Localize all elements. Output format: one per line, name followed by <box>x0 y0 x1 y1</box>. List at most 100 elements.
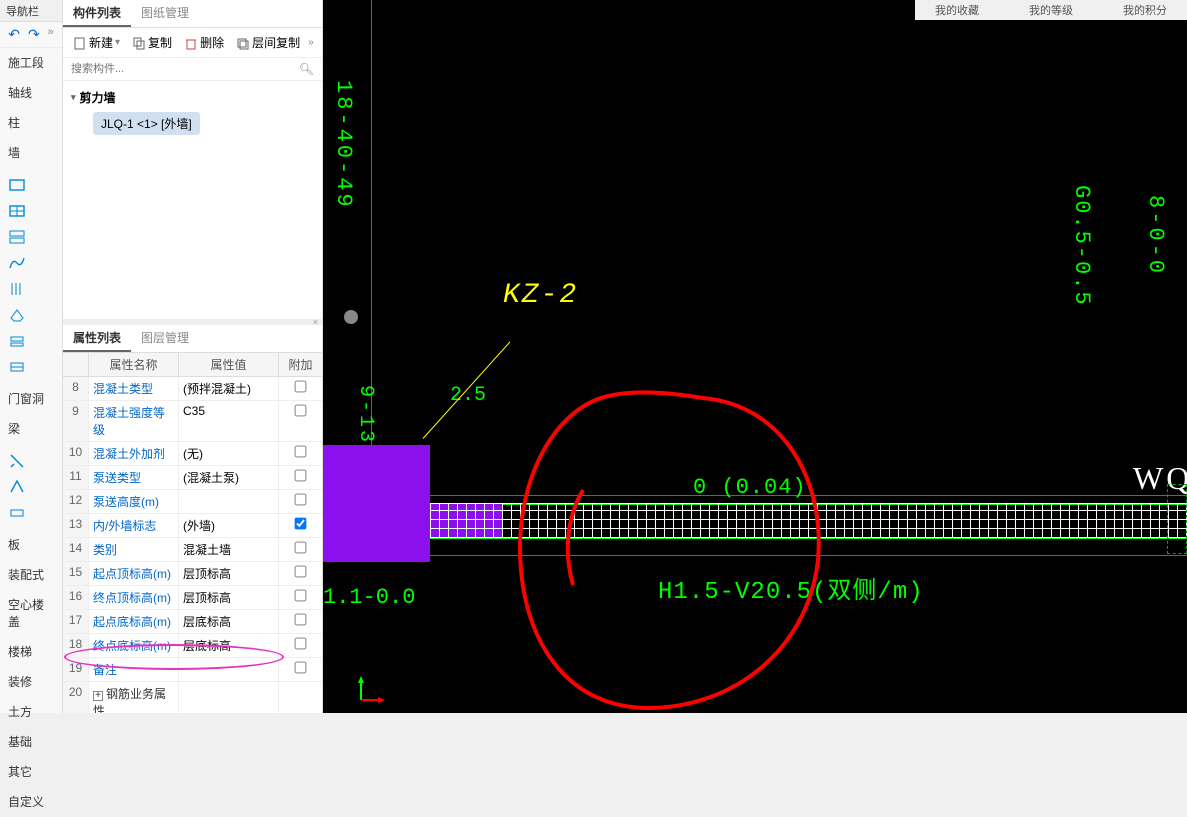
nav-next-icon[interactable]: ↷ <box>28 26 40 43</box>
prop-row-value[interactable]: 混凝土墙 <box>179 538 279 561</box>
wall-icon-2[interactable] <box>6 200 28 222</box>
nav-item-prefab[interactable]: 装配式 <box>0 560 62 590</box>
prop-row-num: 9 <box>63 401 89 441</box>
panel-resizer[interactable] <box>63 319 322 325</box>
prop-checkbox[interactable] <box>295 494 307 506</box>
prop-row-value[interactable]: (无) <box>179 442 279 465</box>
prop-row-value[interactable]: (外墙) <box>179 514 279 537</box>
dim-tick-1 <box>371 0 372 12</box>
prop-row-value[interactable]: 层底标高 <box>179 610 279 633</box>
tab-drawings[interactable]: 图纸管理 <box>131 0 199 27</box>
drawing-canvas[interactable]: 我的收藏 我的等级 我的积分 A 18-40-49 9-13 2.5 KZ-2 … <box>323 0 1187 713</box>
search-icon[interactable]: 🔍︎ <box>299 62 314 76</box>
wall-subicons <box>0 168 62 384</box>
tab-properties[interactable]: 属性列表 <box>63 325 131 352</box>
prop-checkbox[interactable] <box>295 566 307 578</box>
property-row[interactable]: 15起点顶标高(m)层顶标高 <box>63 562 322 586</box>
delete-button[interactable]: 删除 <box>180 32 228 53</box>
prop-row-check <box>279 514 322 537</box>
floor-copy-button[interactable]: 层间复制 <box>232 32 304 53</box>
prop-checkbox[interactable] <box>295 638 307 650</box>
property-row[interactable]: 11泵送类型(混凝土泵) <box>63 466 322 490</box>
tree-item-jlq1[interactable]: JLQ-1 <1> [外墙] <box>93 112 200 135</box>
nav-item-earth[interactable]: 土方 <box>0 697 62 727</box>
red-annotation <box>493 390 833 712</box>
tree-parent-shearwall[interactable]: ▾剪力墙 <box>71 85 314 110</box>
prop-row-num: 13 <box>63 514 89 537</box>
property-row[interactable]: 14类别混凝土墙 <box>63 538 322 562</box>
prop-checkbox[interactable] <box>295 381 307 393</box>
property-row[interactable]: 19备注 <box>63 658 322 682</box>
prop-checkbox[interactable] <box>295 614 307 626</box>
search-input[interactable] <box>71 62 299 76</box>
property-row[interactable]: 8混凝土类型(预拌混凝土) <box>63 377 322 401</box>
property-row[interactable]: 16终点顶标高(m)层顶标高 <box>63 586 322 610</box>
beam-icon-1[interactable] <box>6 450 28 472</box>
property-row[interactable]: 20+钢筋业务属性 <box>63 682 322 713</box>
nav-item-hollow[interactable]: 空心楼盖 <box>0 590 62 637</box>
prop-checkbox[interactable] <box>295 518 307 530</box>
prop-checkbox[interactable] <box>295 590 307 602</box>
property-row[interactable]: 17起点底标高(m)层底标高 <box>63 610 322 634</box>
wall-icon-4[interactable] <box>6 252 28 274</box>
property-row[interactable]: 13内/外墙标志(外墙) <box>63 514 322 538</box>
top-nav-level[interactable]: 我的等级 <box>1029 2 1073 18</box>
prop-checkbox[interactable] <box>295 405 307 417</box>
nav-item-other[interactable]: 其它 <box>0 757 62 787</box>
nav-item-custom[interactable]: 自定义 <box>0 787 62 817</box>
nav-item-wall[interactable]: 墙 <box>0 138 62 168</box>
property-row[interactable]: 18终点底标高(m)层底标高 <box>63 634 322 658</box>
top-nav-points[interactable]: 我的积分 <box>1123 2 1167 18</box>
wall-icon-5[interactable] <box>6 278 28 300</box>
prop-row-value[interactable]: 层顶标高 <box>179 586 279 609</box>
prop-checkbox[interactable] <box>295 662 307 674</box>
nav-item-axis[interactable]: 轴线 <box>0 78 62 108</box>
tab-layers[interactable]: 图层管理 <box>131 325 199 352</box>
prop-row-num: 11 <box>63 466 89 489</box>
prop-row-value[interactable]: 层底标高 <box>179 634 279 657</box>
nav-prev-icon[interactable]: ↶ <box>8 26 20 43</box>
expand-icon[interactable]: + <box>93 691 103 701</box>
prop-checkbox[interactable] <box>295 470 307 482</box>
prop-row-value[interactable] <box>179 682 279 713</box>
wall-icon-1[interactable] <box>6 174 28 196</box>
wall-icon-7[interactable] <box>6 330 28 352</box>
nav-item-slab[interactable]: 板 <box>0 530 62 560</box>
nav-item-foundation[interactable]: 基础 <box>0 727 62 757</box>
property-row[interactable]: 10混凝土外加剂(无) <box>63 442 322 466</box>
property-row[interactable]: 9混凝土强度等级C35 <box>63 401 322 442</box>
nav-item-stair[interactable]: 楼梯 <box>0 637 62 667</box>
nav-item-beam[interactable]: 梁 <box>0 414 62 444</box>
new-button[interactable]: 新建▾ <box>69 32 124 53</box>
tab-components[interactable]: 构件列表 <box>63 0 131 27</box>
prop-row-num: 17 <box>63 610 89 633</box>
wall-icon-3[interactable] <box>6 226 28 248</box>
prop-row-value[interactable] <box>179 658 279 681</box>
label-h15: H1.5-V20.5(双侧/m) <box>658 570 924 606</box>
prop-row-check <box>279 610 322 633</box>
label-g05: G0.5-0.5 <box>1069 185 1094 307</box>
top-nav-favorites[interactable]: 我的收藏 <box>935 2 979 18</box>
beam-icon-2[interactable] <box>6 476 28 498</box>
prop-row-value[interactable] <box>179 490 279 513</box>
prop-checkbox[interactable] <box>295 542 307 554</box>
prop-row-value[interactable]: C35 <box>179 401 279 441</box>
copy-button[interactable]: 复制 <box>128 32 176 53</box>
nav-expand-icon[interactable]: » <box>48 26 54 43</box>
property-row[interactable]: 12泵送高度(m) <box>63 490 322 514</box>
prop-row-value[interactable]: (混凝土泵) <box>179 466 279 489</box>
label-184049: 18-40-49 <box>331 80 356 210</box>
nav-item-opening[interactable]: 门窗洞 <box>0 384 62 414</box>
nav-item-column[interactable]: 柱 <box>0 108 62 138</box>
beam-icon-3[interactable] <box>6 502 28 524</box>
toolbar-more-icon[interactable]: » <box>308 37 314 48</box>
prop-row-value[interactable]: (预拌混凝土) <box>179 377 279 400</box>
nav-item-deco[interactable]: 装修 <box>0 667 62 697</box>
beam-subicons <box>0 444 62 530</box>
prop-row-check <box>279 586 322 609</box>
prop-checkbox[interactable] <box>295 446 307 458</box>
prop-row-value[interactable]: 层顶标高 <box>179 562 279 585</box>
nav-item-construction[interactable]: 施工段 <box>0 48 62 78</box>
wall-icon-6[interactable] <box>6 304 28 326</box>
wall-icon-8[interactable] <box>6 356 28 378</box>
